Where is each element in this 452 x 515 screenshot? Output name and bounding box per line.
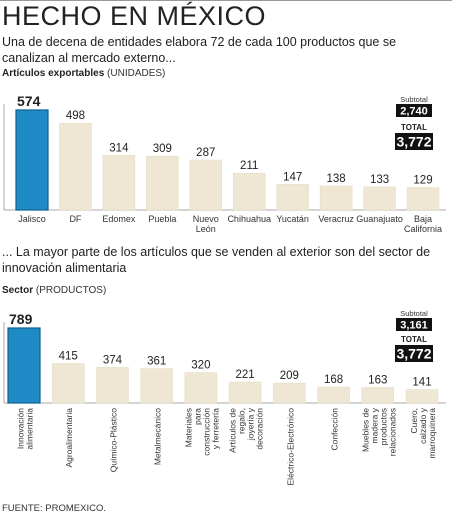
value-label-6: 209 bbox=[280, 370, 299, 382]
bar-7 bbox=[319, 185, 353, 211]
value-label-8: 133 bbox=[370, 174, 389, 186]
total-label: TOTAL bbox=[401, 335, 427, 344]
chart1-label-bold: Artículos exportables bbox=[2, 68, 105, 79]
value-label-9: 129 bbox=[413, 175, 432, 187]
category-label-7: Confección bbox=[330, 408, 340, 451]
value-label-3: 361 bbox=[147, 356, 166, 368]
value-label-7: 168 bbox=[324, 374, 343, 386]
category-label-0: Jalisco bbox=[18, 214, 46, 224]
bar-1 bbox=[59, 122, 92, 211]
category-label-9: Baja California bbox=[404, 214, 442, 234]
value-label-4: 320 bbox=[191, 360, 210, 372]
bar-2 bbox=[96, 367, 129, 404]
total-badge bbox=[395, 133, 433, 150]
source-note: FUENTE: PROMEXICO. bbox=[2, 503, 106, 514]
category-label-1: Agroalimentaria bbox=[64, 408, 74, 468]
bar-5 bbox=[228, 381, 262, 404]
top-rule bbox=[0, 0, 452, 1]
total-value: 3,772 bbox=[396, 346, 431, 362]
value-label-3: 309 bbox=[153, 143, 172, 155]
subtotal-label: Subtotal bbox=[400, 95, 428, 104]
value-label-2: 314 bbox=[109, 142, 129, 154]
bar-9 bbox=[405, 389, 439, 404]
bar-8 bbox=[361, 387, 395, 404]
value-label-2: 374 bbox=[103, 354, 123, 366]
value-label-0: 574 bbox=[17, 93, 41, 109]
category-label-5: Chihuahua bbox=[227, 214, 271, 224]
bar-5 bbox=[232, 172, 266, 211]
subtotal-value: 3,161 bbox=[400, 320, 428, 332]
category-label-6: Yucatán bbox=[276, 214, 309, 224]
bar-6 bbox=[273, 382, 306, 404]
total-label: TOTAL bbox=[401, 123, 427, 132]
bar-4 bbox=[184, 372, 218, 404]
value-label-5: 211 bbox=[240, 160, 258, 172]
page-subtitle: Una de decena de entidades elabora 72 de… bbox=[2, 35, 397, 65]
value-label-4: 287 bbox=[196, 147, 215, 159]
subtotal-label: Subtotal bbox=[400, 309, 428, 318]
category-label-9: Cuero,calzado ymarroquinera bbox=[409, 407, 437, 458]
bar-2 bbox=[102, 155, 136, 211]
chart2-label: Sector (PRODUCTOS) bbox=[2, 285, 106, 296]
bar-0 bbox=[7, 327, 41, 404]
bar-3 bbox=[140, 368, 173, 404]
bar-1 bbox=[51, 363, 85, 404]
total-value: 3,772 bbox=[396, 134, 431, 150]
category-label-3: Metalmecánico bbox=[153, 408, 163, 465]
chart2-label-unit: (PRODUCTOS) bbox=[35, 285, 107, 296]
chart2-label-bold: Sector bbox=[2, 285, 34, 296]
category-label-2: Químico-Plástico bbox=[108, 408, 118, 473]
value-label-9: 141 bbox=[412, 377, 431, 389]
chart1-label-unit: (UNIDADES) bbox=[107, 68, 166, 79]
subtotal-badge bbox=[396, 318, 432, 331]
category-label-7: Veracruz bbox=[318, 214, 354, 224]
total-badge bbox=[395, 345, 433, 362]
page-title: HECHO EN MÉXICO bbox=[2, 1, 267, 31]
category-label-3: Puebla bbox=[148, 214, 176, 224]
subtotal-badge bbox=[396, 104, 432, 117]
category-label-2: Edomex bbox=[102, 214, 136, 224]
value-label-8: 163 bbox=[368, 375, 387, 387]
bar-9 bbox=[406, 187, 440, 211]
chart1-label: Artículos exportables (UNIDADES) bbox=[2, 68, 165, 79]
bar-7 bbox=[317, 386, 350, 404]
value-label-6: 147 bbox=[283, 171, 302, 183]
value-label-1: 415 bbox=[59, 351, 78, 363]
value-label-5: 221 bbox=[236, 369, 255, 381]
category-label-5: Artículos deregalo,joyería ydecoración bbox=[228, 407, 265, 453]
bar-0 bbox=[15, 109, 49, 211]
subtotal-value: 2,740 bbox=[400, 106, 428, 118]
category-label-8: Guanajuato bbox=[356, 214, 403, 224]
value-label-1: 498 bbox=[66, 110, 85, 122]
chart2-lead-text: ... La mayor parte de los artículos que … bbox=[2, 245, 431, 275]
value-label-0: 789 bbox=[9, 311, 33, 327]
value-label-7: 138 bbox=[327, 173, 346, 185]
category-label-1: DF bbox=[69, 214, 81, 224]
category-label-0: Innovaciónalimentaria bbox=[16, 408, 35, 450]
category-label-4: Nuevo León bbox=[193, 214, 219, 234]
bar-3 bbox=[146, 155, 179, 211]
category-label-6: Eléctrico-Electrónico bbox=[285, 408, 295, 486]
category-label-4: Materialesparaconstruccióny ferretería bbox=[183, 408, 220, 456]
bar-8 bbox=[363, 186, 396, 211]
bar-6 bbox=[276, 184, 309, 211]
category-label-8: Muebles demadera yproductosrelacionados bbox=[360, 407, 397, 456]
bar-4 bbox=[189, 159, 223, 211]
